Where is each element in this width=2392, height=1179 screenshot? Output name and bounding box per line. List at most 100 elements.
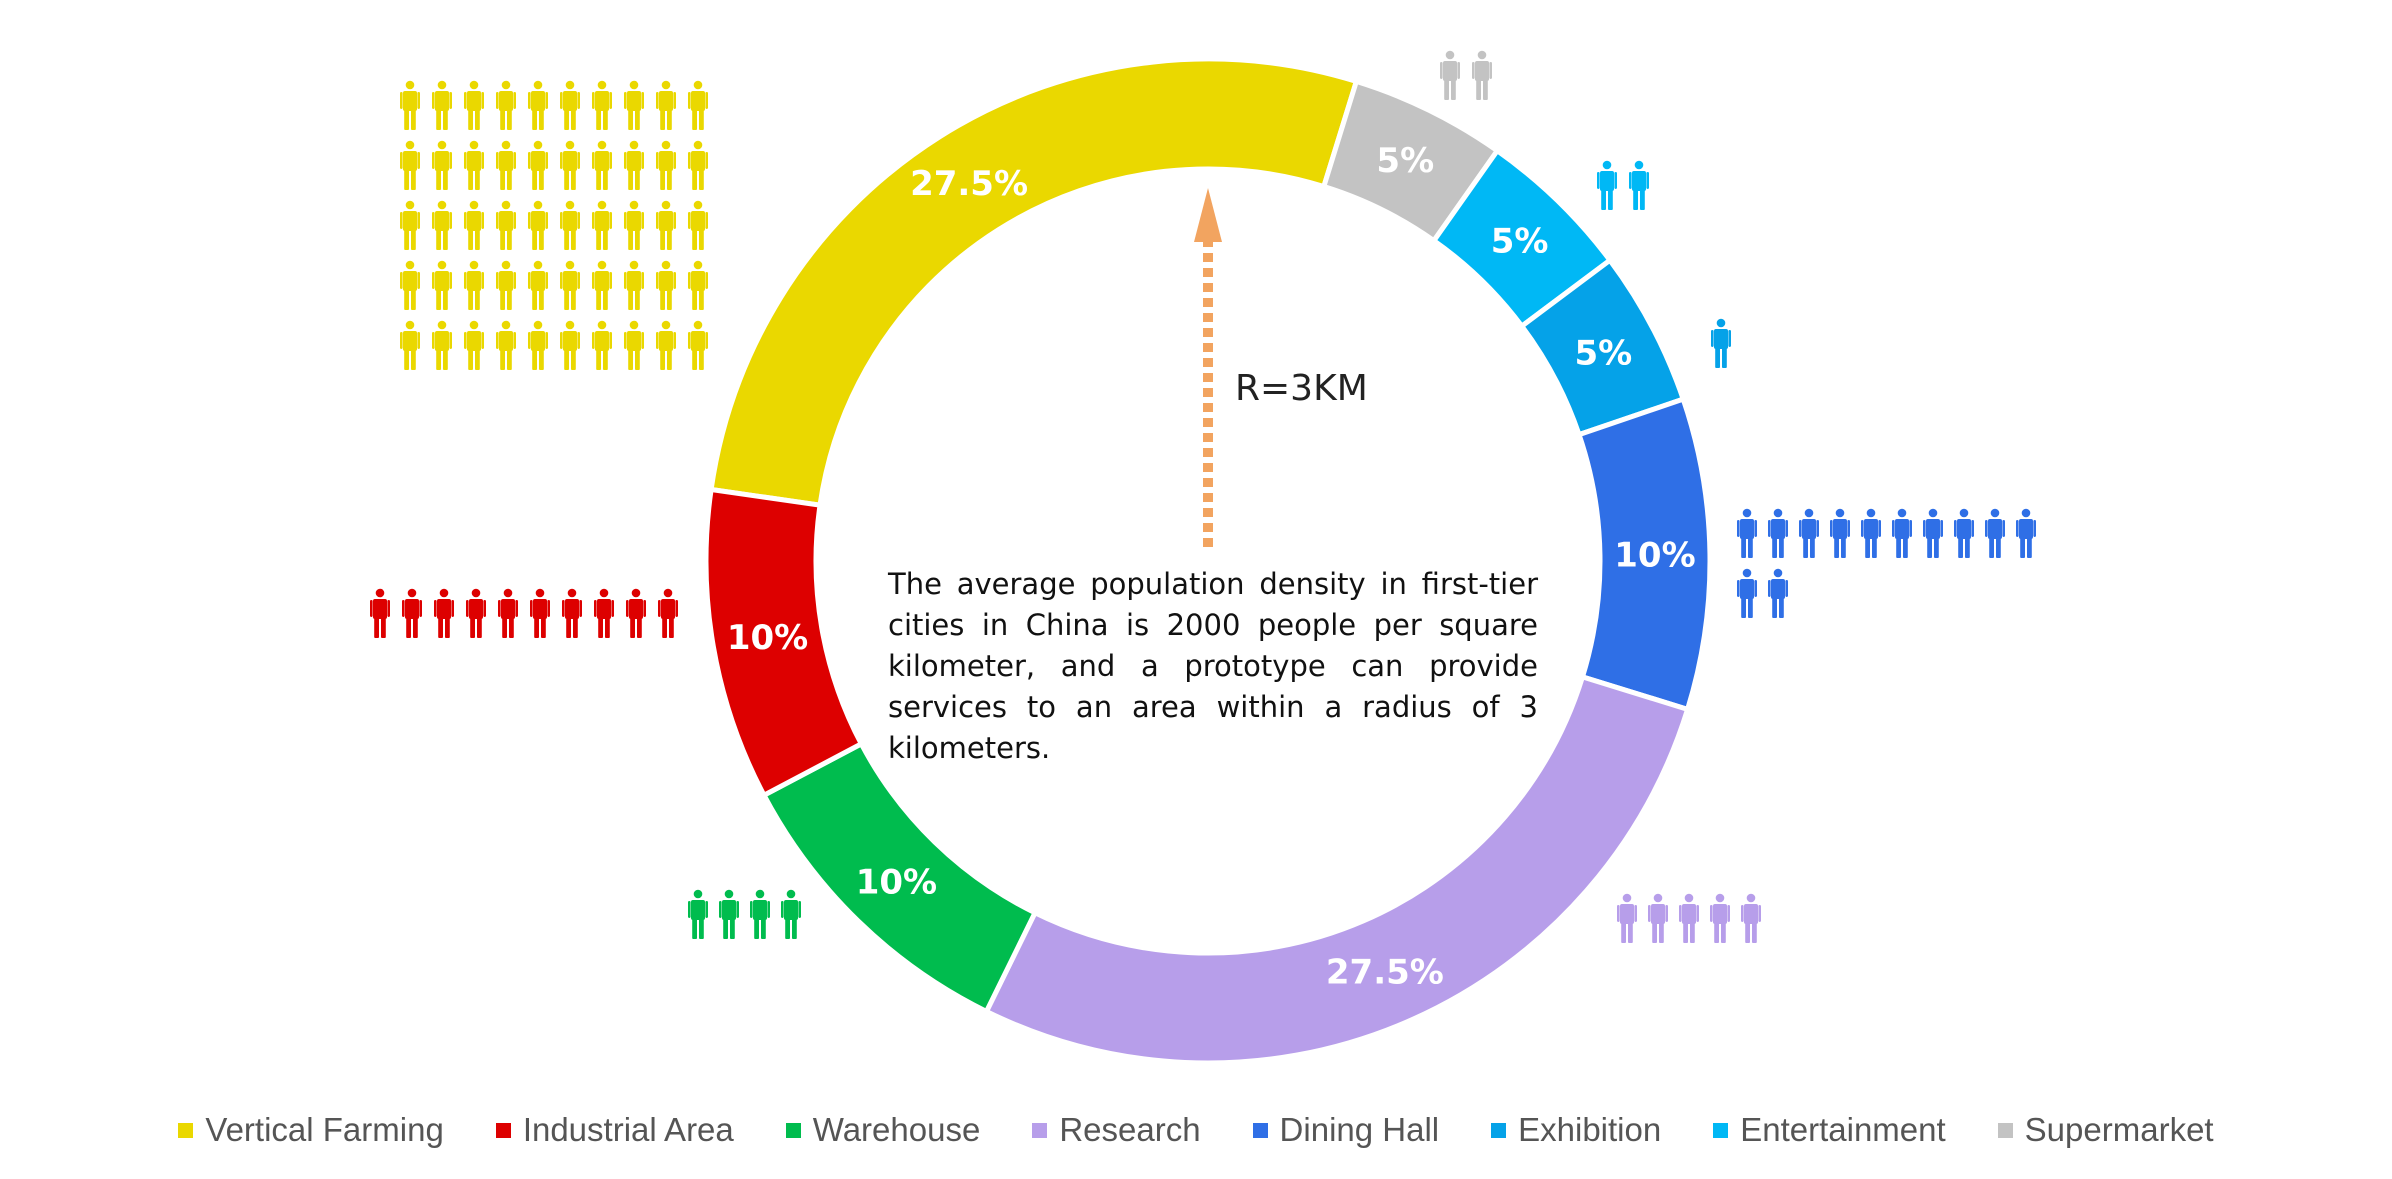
legend-item-warehouse: Warehouse: [785, 1111, 981, 1149]
person-icon: [400, 320, 420, 370]
person-icon: [466, 588, 486, 638]
person-icon: [1830, 508, 1850, 558]
person-icon: [498, 588, 518, 638]
legend-swatch: [178, 1122, 194, 1138]
person-icon: [432, 80, 452, 130]
person-icon: [496, 320, 516, 370]
person-icon: [400, 80, 420, 130]
people-group-exhibition: [1711, 318, 1731, 368]
person-icon: [592, 80, 612, 130]
person-icon: [464, 140, 484, 190]
person-icon: [370, 588, 390, 638]
person-icon: [1629, 160, 1649, 210]
people-group-research: [1617, 893, 1761, 943]
person-icon: [626, 588, 646, 638]
person-icon: [528, 200, 548, 250]
slice-label-dining-hall: 10%: [1614, 536, 1695, 576]
person-icon: [624, 140, 644, 190]
person-icon: [432, 140, 452, 190]
person-icon: [496, 200, 516, 250]
legend-swatch: [785, 1122, 801, 1138]
person-icon: [432, 260, 452, 310]
person-icon: [719, 889, 739, 939]
person-icon: [592, 140, 612, 190]
legend-swatch: [1713, 1122, 1729, 1138]
legend-label: Supermarket: [2024, 1111, 2214, 1148]
slice-label-industrial-area: 10%: [727, 618, 808, 658]
person-icon: [464, 80, 484, 130]
person-icon: [656, 200, 676, 250]
legend-label: Entertainment: [1740, 1111, 1946, 1148]
person-icon: [434, 588, 454, 638]
legend-item-research: Research: [1032, 1111, 1201, 1149]
slice-label-vertical-farming: 27.5%: [910, 164, 1028, 204]
person-icon: [1861, 508, 1881, 558]
person-icon: [560, 320, 580, 370]
person-icon: [402, 588, 422, 638]
person-icon: [560, 140, 580, 190]
legend-swatch: [1491, 1122, 1507, 1138]
people-group-entertainment: [1597, 160, 1649, 210]
person-icon: [656, 260, 676, 310]
person-icon: [688, 140, 708, 190]
legend-item-supermarket: Supermarket: [1997, 1111, 2214, 1149]
person-icon: [688, 320, 708, 370]
legend-item-entertainment: Entertainment: [1713, 1111, 1946, 1149]
person-icon: [781, 889, 801, 939]
legend-label: Exhibition: [1518, 1111, 1662, 1148]
slice-label-research: 27.5%: [1326, 953, 1444, 993]
person-icon: [1597, 160, 1617, 210]
slice-label-entertainment: 5%: [1491, 221, 1549, 261]
person-icon: [400, 260, 420, 310]
person-icon: [528, 260, 548, 310]
legend-label: Warehouse: [812, 1111, 981, 1148]
person-icon: [528, 320, 548, 370]
person-icon: [1617, 893, 1637, 943]
person-icon: [1954, 508, 1974, 558]
person-icon: [624, 80, 644, 130]
person-icon: [1737, 568, 1757, 618]
legend-swatch: [1997, 1122, 2013, 1138]
person-icon: [1768, 568, 1788, 618]
legend-swatch: [1032, 1122, 1048, 1138]
person-icon: [1799, 508, 1819, 558]
legend-label: Vertical Farming: [205, 1111, 444, 1148]
legend-swatch: [495, 1122, 511, 1138]
person-icon: [496, 140, 516, 190]
person-icon: [464, 320, 484, 370]
person-icon: [562, 588, 582, 638]
slice-label-warehouse: 10%: [856, 863, 937, 903]
donut-slices: [703, 56, 1713, 1066]
person-icon: [688, 889, 708, 939]
person-icon: [1892, 508, 1912, 558]
person-icon: [496, 260, 516, 310]
population-density-note: The average population density in first-…: [888, 567, 1538, 765]
slice-label-exhibition: 5%: [1574, 333, 1632, 373]
person-icon: [656, 80, 676, 130]
radius-arrow: [1194, 188, 1222, 547]
person-icon: [2016, 508, 2036, 558]
person-icon: [400, 200, 420, 250]
legend-label: Industrial Area: [522, 1111, 734, 1148]
slice-industrial-area: [703, 486, 865, 799]
person-icon: [1440, 50, 1460, 100]
person-icon: [1985, 508, 2005, 558]
person-icon: [624, 320, 644, 370]
person-icon: [750, 889, 770, 939]
people-group-industrial-area: [370, 588, 678, 638]
person-icon: [432, 200, 452, 250]
person-icon: [624, 200, 644, 250]
person-icon: [1679, 893, 1699, 943]
person-icon: [528, 140, 548, 190]
person-icon: [594, 588, 614, 638]
person-icon: [528, 80, 548, 130]
person-icon: [530, 588, 550, 638]
person-icon: [560, 200, 580, 250]
legend-item-industrial-area: Industrial Area: [495, 1111, 734, 1149]
legend-swatch: [1252, 1122, 1268, 1138]
person-icon: [560, 80, 580, 130]
legend-item-dining-hall: Dining Hall: [1252, 1111, 1439, 1149]
radius-arrow-head: [1194, 188, 1222, 242]
